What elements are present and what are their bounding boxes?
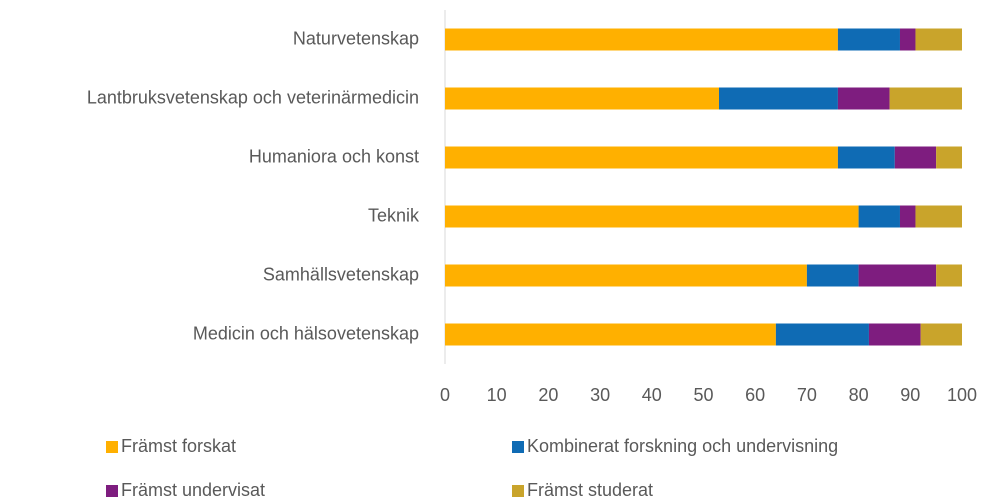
x-tick-label: 80 bbox=[849, 385, 869, 405]
bar-segment bbox=[445, 87, 720, 110]
y-tick-label: Lantbruksvetenskap och veterinärmedicin bbox=[87, 87, 419, 107]
y-tick-label: Medicin och hälsovetenskap bbox=[193, 323, 419, 343]
bar-segment bbox=[899, 205, 916, 228]
y-tick-label: Samhällsvetenskap bbox=[263, 264, 419, 284]
x-tick-label: 30 bbox=[590, 385, 610, 405]
bar-segment bbox=[806, 264, 859, 287]
y-tick-label: Humaniora och konst bbox=[249, 146, 419, 166]
bar-segment bbox=[889, 87, 962, 110]
bar-segment bbox=[858, 264, 937, 287]
x-tick-label: 60 bbox=[745, 385, 765, 405]
bar-segment bbox=[445, 323, 776, 346]
legend-swatch bbox=[106, 485, 118, 497]
x-tick-label: 70 bbox=[797, 385, 817, 405]
x-tick-label: 10 bbox=[487, 385, 507, 405]
legend-swatch bbox=[512, 441, 524, 453]
bar-segment bbox=[445, 205, 859, 228]
legend-label: Främst undervisat bbox=[121, 480, 265, 500]
bar-segment bbox=[858, 205, 900, 228]
bar-segment bbox=[445, 264, 807, 287]
legend-swatch bbox=[106, 441, 118, 453]
bar-segment bbox=[915, 28, 962, 51]
x-tick-label: 0 bbox=[440, 385, 450, 405]
bar-segment bbox=[915, 205, 962, 228]
bar-segment bbox=[445, 28, 838, 51]
legend-label: Kombinerat forskning och undervisning bbox=[527, 436, 838, 456]
x-tick-label: 50 bbox=[693, 385, 713, 405]
bar-segment bbox=[837, 28, 900, 51]
y-tick-label: Teknik bbox=[368, 205, 420, 225]
x-tick-label: 40 bbox=[642, 385, 662, 405]
bar-segment bbox=[894, 146, 937, 169]
bar-segment bbox=[920, 323, 962, 346]
bar-segment bbox=[868, 323, 921, 346]
bar-segment bbox=[899, 28, 916, 51]
legend-label: Främst forskat bbox=[121, 436, 236, 456]
legend-swatch bbox=[512, 485, 524, 497]
bar-segment bbox=[837, 146, 895, 169]
bar-segment bbox=[445, 146, 838, 169]
x-tick-label: 100 bbox=[947, 385, 977, 405]
x-tick-label: 20 bbox=[538, 385, 558, 405]
legend-label: Främst studerat bbox=[527, 480, 653, 500]
bar-segment bbox=[775, 323, 869, 346]
bar-segment bbox=[936, 146, 962, 169]
y-tick-label: Naturvetenskap bbox=[293, 28, 419, 48]
x-tick-label: 90 bbox=[900, 385, 920, 405]
bar-segment bbox=[719, 87, 838, 110]
bar-segment bbox=[936, 264, 962, 287]
bar-segment bbox=[837, 87, 890, 110]
